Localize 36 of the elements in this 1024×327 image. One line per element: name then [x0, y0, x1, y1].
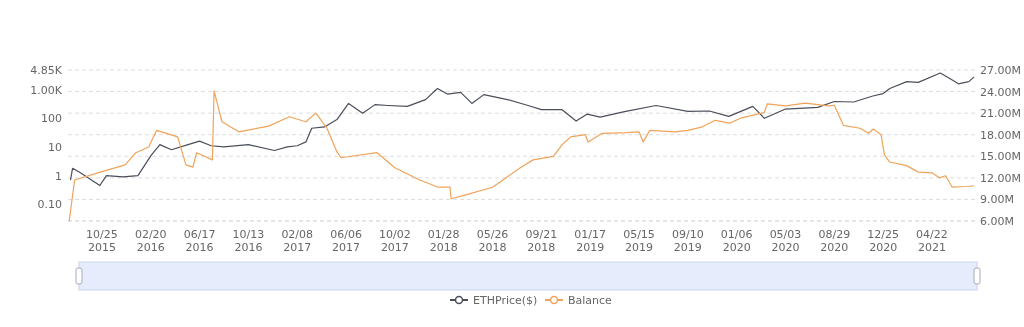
y2-tick-label: 6.00M	[980, 215, 1014, 228]
y2-tick-label: 18.00M	[980, 128, 1021, 142]
x-tick-label: 10/13 2016	[232, 228, 265, 254]
x-tick-label: 02/08 2017	[281, 228, 314, 254]
y-tick-label: 0.10	[37, 198, 62, 212]
x-tick-label: 05/15 2019	[623, 228, 655, 254]
x-tick-label: 10/25 2015	[86, 228, 118, 254]
y-tick-label: 1.00K	[30, 83, 63, 97]
x-tick-label: 02/20 2016	[134, 228, 167, 254]
x-tick-label: 04/22 2021	[916, 228, 948, 254]
x-tick-label: 01/17 2019	[574, 228, 607, 254]
x-tick-label: 08/29 2020	[818, 228, 851, 254]
x-tick-label: 09/10 2019	[671, 228, 704, 254]
legend-label: Balance	[568, 294, 613, 307]
y-tick-label: 100	[41, 112, 62, 126]
y2-tick-label: 24.00M	[980, 85, 1021, 99]
x-tick-label: 01/06 2020	[720, 228, 753, 254]
y2-tick-label: 21.00M	[980, 107, 1021, 121]
x-tick-label: 01/28 2018	[427, 228, 460, 254]
x-tick-label: 05/03 2020	[769, 228, 802, 254]
x-tick-label: 05/26 2018	[476, 228, 509, 254]
line-series	[68, 90, 975, 222]
line-series	[69, 72, 975, 187]
x-tick-label: 12/25 2020	[867, 228, 899, 254]
y2-tick-label: 15.00M	[980, 150, 1021, 164]
y-tick-label: 1	[55, 169, 62, 183]
legend-label: ETHPrice($)	[473, 294, 538, 307]
x-tick-label: 10/02 2017	[379, 228, 411, 254]
x-tick-label: 06/06 2017	[330, 228, 362, 254]
y-tick-label: 4.85K	[30, 64, 63, 77]
y2-tick-label: 27.00M	[980, 64, 1021, 77]
x-tick-label: 06/17 2016	[183, 228, 216, 254]
y2-tick-label: 12.00M	[980, 171, 1021, 185]
y-tick-label: 10	[48, 140, 62, 154]
x-tick-label: 09/21 2018	[525, 228, 558, 254]
y2-tick-label: 9.00M	[980, 193, 1014, 207]
